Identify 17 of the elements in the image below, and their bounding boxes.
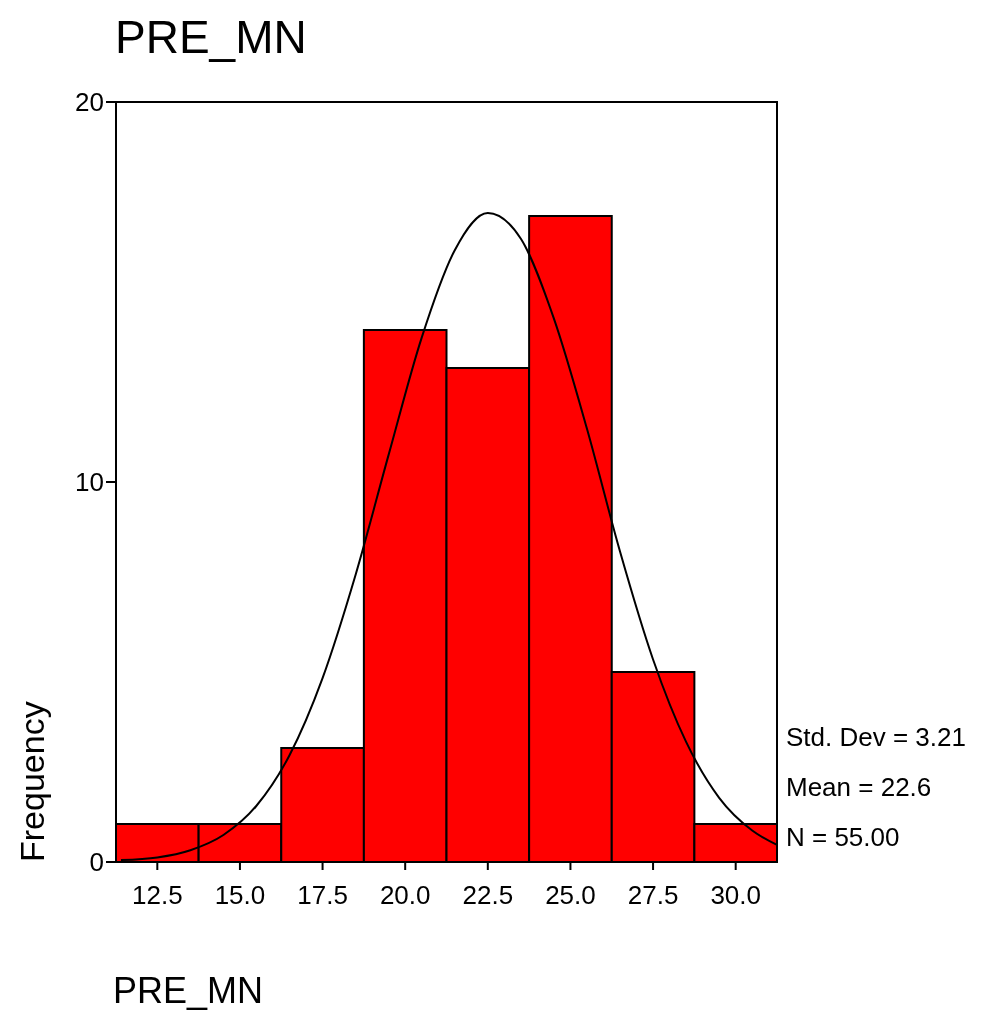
x-tick-label: 20.0 [379, 880, 431, 910]
y-tick-label: 10 [75, 467, 104, 498]
x-tick-label: 27.5 [627, 880, 679, 910]
x-tick-label: 22.5 [462, 880, 514, 910]
x-axis-title: PRE_MN [113, 970, 264, 1011]
text: N = 55.00 [786, 822, 900, 852]
chart-title: PRE_MN [115, 11, 307, 63]
x-tick-label: 25.0 [545, 880, 596, 910]
y-axis-title: Frequency [13, 701, 51, 862]
x-tick-label: 15.0 [214, 880, 266, 910]
x-tick-label: 17.5 [297, 880, 348, 910]
x-tick-label: 30.0 [710, 880, 761, 910]
text: Std. Dev = 3.21 [786, 722, 966, 752]
y-tick-label: 0 [89, 847, 104, 878]
y-tick-label: 20 [75, 87, 104, 118]
x-tick-label: 12.5 [132, 880, 183, 910]
text: Mean = 22.6 [786, 772, 932, 802]
